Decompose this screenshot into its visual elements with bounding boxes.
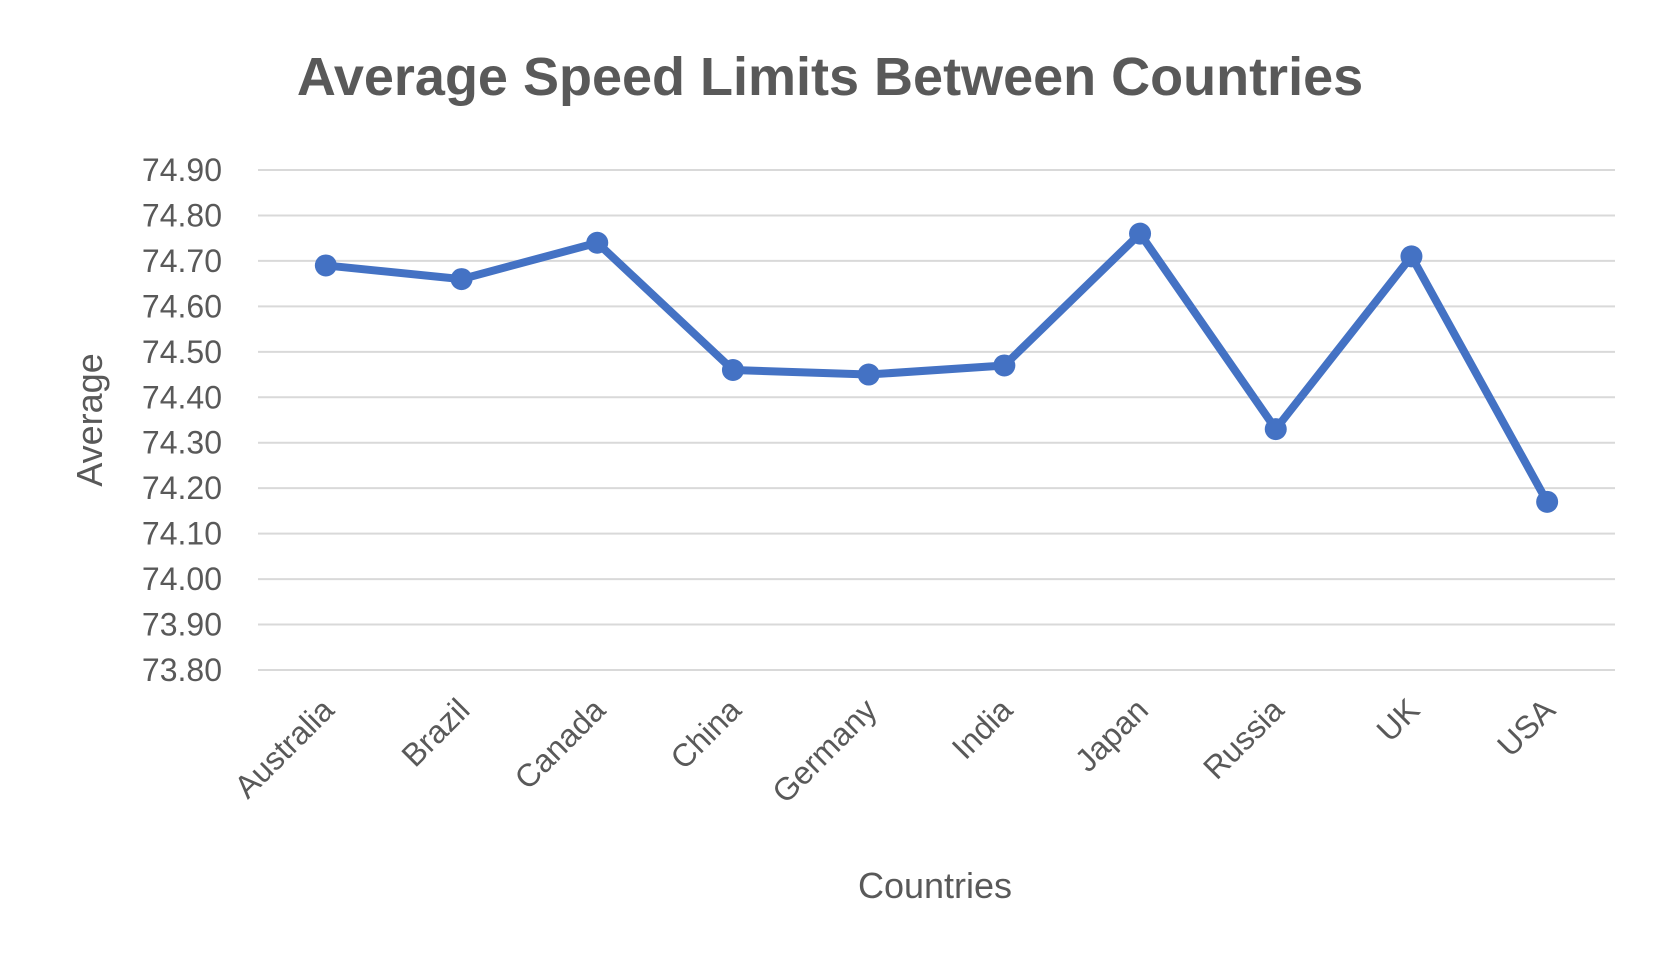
series-line	[321, 229, 1552, 506]
data-point-germany	[857, 363, 880, 386]
x-tick-label: China	[663, 691, 748, 776]
y-tick-label: 74.70	[142, 243, 222, 279]
x-axis-title: Countries	[858, 865, 1012, 906]
y-tick-label: 74.80	[142, 197, 222, 233]
y-tick-label: 74.30	[142, 425, 222, 461]
x-tick-label: Brazil	[394, 691, 476, 773]
x-axis-tick-labels: Australia Brazil Canada China Germany India Ja…	[227, 691, 1562, 810]
y-axis-title: Average	[69, 353, 110, 486]
y-tick-label: 74.20	[142, 470, 222, 506]
y-tick-label: 74.50	[142, 334, 222, 370]
x-tick-label: USA	[1490, 691, 1562, 763]
y-axis-tick-labels: 74.90 74.80 74.70 74.60 74.50 74.40 74.30 74.20…	[142, 152, 222, 688]
x-tick-label: Canada	[507, 691, 612, 796]
y-tick-label: 74.40	[142, 379, 222, 415]
x-tick-label: Japan	[1068, 691, 1155, 778]
data-point-india	[993, 354, 1016, 377]
y-tick-label: 74.00	[142, 561, 222, 597]
data-point-russia	[1264, 418, 1287, 441]
x-tick-label: Australia	[227, 691, 341, 805]
series-line-group	[314, 222, 1559, 513]
x-tick-label: Russia	[1196, 691, 1291, 786]
x-tick-label: Germany	[765, 691, 884, 810]
y-tick-label: 73.90	[142, 607, 222, 643]
data-point-canada	[586, 231, 609, 254]
chart-title: Average Speed Limits Between Countries	[297, 47, 1363, 107]
y-tick-label: 74.60	[142, 288, 222, 324]
x-tick-label: India	[945, 691, 1020, 766]
y-tick-label: 74.90	[142, 152, 222, 188]
y-tick-label: 73.80	[142, 652, 222, 688]
y-tick-label: 74.10	[142, 516, 222, 552]
x-tick-label: UK	[1370, 691, 1427, 748]
data-point-usa	[1536, 490, 1559, 513]
data-point-china	[721, 359, 744, 381]
data-point-brazil	[450, 268, 473, 291]
data-point-australia	[314, 254, 337, 277]
gridlines	[258, 169, 1615, 671]
data-point-japan	[1129, 222, 1152, 245]
data-point-uk	[1400, 245, 1423, 268]
